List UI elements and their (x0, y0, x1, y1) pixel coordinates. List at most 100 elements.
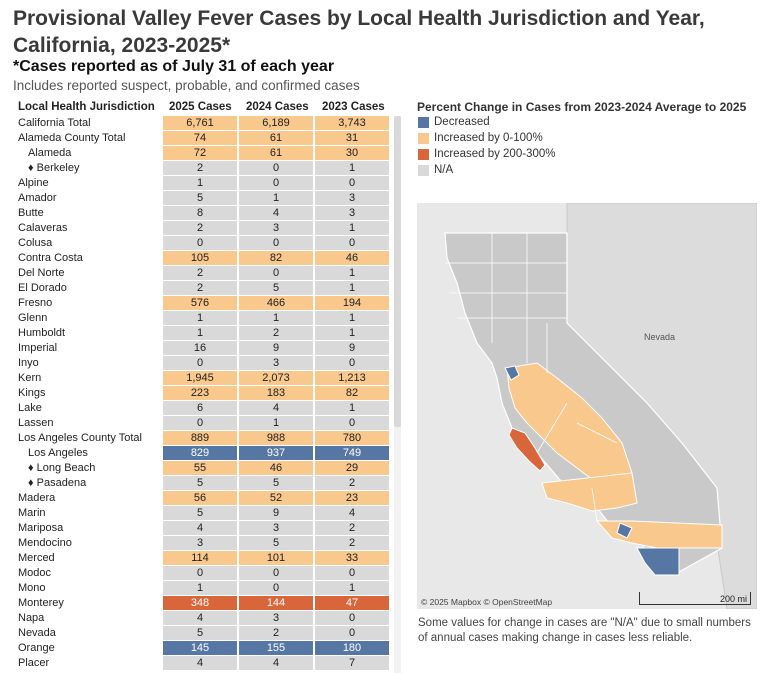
jurisdiction-name: Glenn (18, 312, 48, 324)
cases-2025-cell: 5 (163, 506, 237, 520)
legend-title: Percent Change in Cases from 2023-2024 A… (417, 100, 747, 114)
jurisdiction-name: ♦ Long Beach (28, 462, 96, 474)
legend-label: Decreased (434, 116, 490, 128)
table-row[interactable]: Modoc 0 0 0 (14, 566, 389, 580)
cases-2025-cell: 16 (163, 341, 237, 355)
jurisdiction-name: ♦ Berkeley (28, 162, 80, 174)
cases-2024-cell: 4 (239, 206, 313, 220)
jurisdiction-name: Butte (18, 207, 44, 219)
cases-2024-cell: 2 (239, 326, 313, 340)
cases-2025-cell: 8 (163, 206, 237, 220)
legend-item-increased-0-100[interactable]: Increased by 0-100% (417, 131, 746, 146)
table-row[interactable]: Monterey 348 144 47 (14, 596, 389, 610)
legend-item-na[interactable]: N/A (417, 163, 746, 178)
cases-2025-cell: 105 (163, 251, 237, 265)
jurisdiction-name: Calaveras (18, 222, 68, 234)
table-row[interactable]: Nevada 5 2 0 (14, 626, 389, 640)
page-title: Provisional Valley Fever Cases by Local … (13, 7, 705, 57)
county-borders (445, 233, 618, 522)
table-row[interactable]: El Dorado 2 5 1 (14, 281, 389, 295)
table-row[interactable]: Mendocino 3 5 2 (14, 536, 389, 550)
table-row[interactable]: California Total 6,761 6,189 3,743 (14, 116, 389, 130)
orange-county[interactable] (616, 522, 633, 539)
jurisdiction-name: Contra Costa (18, 252, 83, 264)
cases-2023-cell: 1,213 (315, 371, 389, 385)
cases-2023-cell: 9 (315, 341, 389, 355)
table-row[interactable]: Contra Costa 105 82 46 (14, 251, 389, 265)
legend-item-increased-200-300[interactable]: Increased by 200-300% (417, 147, 746, 162)
table-row[interactable]: Marin 5 9 4 (14, 506, 389, 520)
table-row[interactable]: Kern 1,945 2,073 1,213 (14, 371, 389, 385)
legend-item-decreased[interactable]: Decreased (417, 115, 746, 130)
scrollbar-thumb[interactable] (394, 116, 401, 427)
cases-2024-cell: 0 (239, 176, 313, 190)
cases-2023-cell: 1 (315, 221, 389, 235)
table-row[interactable]: Amador 5 1 3 (14, 191, 389, 205)
table-row[interactable]: Lake 6 4 1 (14, 401, 389, 415)
san-diego-county[interactable] (636, 547, 680, 576)
table-row[interactable]: Los Angeles County Total 889 988 780 (14, 431, 389, 445)
cases-2023-cell: 2 (315, 521, 389, 535)
cases-2023-cell: 23 (315, 491, 389, 505)
jurisdiction-name: Lake (18, 402, 42, 414)
legend-swatch-decreased (418, 117, 429, 128)
california-map[interactable]: Nevada © 2025 Mapbox © OpenStreetMap 200… (417, 203, 757, 609)
table-row[interactable]: Mariposa 4 3 2 (14, 521, 389, 535)
table-row[interactable]: Del Norte 2 0 1 (14, 266, 389, 280)
column-header-2025: 2025 Cases (169, 101, 232, 113)
table-row[interactable]: Imperial 16 9 9 (14, 341, 389, 355)
table-row[interactable]: Alameda 72 61 30 (14, 146, 389, 160)
jurisdiction-name: Mono (18, 582, 46, 594)
legend-label: Increased by 0-100% (434, 132, 543, 144)
table-row[interactable]: ♦ Pasadena 5 5 2 (14, 476, 389, 490)
cases-2025-cell: 6 (163, 401, 237, 415)
bay-area-decreased[interactable] (504, 365, 520, 381)
cases-2025-cell: 0 (163, 416, 237, 430)
table-row[interactable]: ♦ Berkeley 2 0 1 (14, 161, 389, 175)
cases-2024-cell: 1 (239, 191, 313, 205)
table-row[interactable]: Napa 4 3 0 (14, 611, 389, 625)
cases-2023-cell: 2 (315, 476, 389, 490)
jurisdiction-name: Alameda County Total (18, 132, 126, 144)
table-row[interactable]: Madera 56 52 23 (14, 491, 389, 505)
jurisdiction-name: Monterey (18, 597, 64, 609)
cases-2025-cell: 1 (163, 326, 237, 340)
table-row[interactable]: Colusa 0 0 0 (14, 236, 389, 250)
cases-2024-cell: 2,073 (239, 371, 313, 385)
map-attribution[interactable]: © 2025 Mapbox © OpenStreetMap (421, 597, 553, 607)
table-row[interactable]: ♦ Long Beach 55 46 29 (14, 461, 389, 475)
cases-2023-cell: 29 (315, 461, 389, 475)
table-row[interactable]: Merced 114 101 33 (14, 551, 389, 565)
table-row[interactable]: Kings 223 183 82 (14, 386, 389, 400)
table-row[interactable]: Los Angeles 829 937 749 (14, 446, 389, 460)
jurisdiction-name: Mariposa (18, 522, 64, 534)
table-row[interactable]: Alameda County Total 74 61 31 (14, 131, 389, 145)
cases-2024-cell: 61 (239, 131, 313, 145)
table-row[interactable]: Inyo 0 3 0 (14, 356, 389, 370)
cases-2024-cell: 9 (239, 341, 313, 355)
cases-2024-cell: 2 (239, 626, 313, 640)
legend: Percent Change in Cases from 2023-2024 A… (417, 100, 746, 178)
table-row[interactable]: Glenn 1 1 1 (14, 311, 389, 325)
cases-2024-cell: 4 (239, 656, 313, 670)
cases-2023-cell: 1 (315, 266, 389, 280)
table-row[interactable]: Fresno 576 466 194 (14, 296, 389, 310)
table-row[interactable]: Humboldt 1 2 1 (14, 326, 389, 340)
cases-2024-cell: 0 (239, 236, 313, 250)
cases-2023-cell: 1 (315, 161, 389, 175)
table-row[interactable]: Orange 145 155 180 (14, 641, 389, 655)
table-row[interactable]: Lassen 0 1 0 (14, 416, 389, 430)
cases-2023-cell: 3 (315, 191, 389, 205)
cases-2025-cell: 5 (163, 191, 237, 205)
kern-la-increased[interactable] (541, 472, 638, 512)
cases-2024-cell: 52 (239, 491, 313, 505)
cases-2023-cell: 7 (315, 656, 389, 670)
table-row[interactable]: Alpine 1 0 0 (14, 176, 389, 190)
table-row[interactable]: Butte 8 4 3 (14, 206, 389, 220)
cases-2025-cell: 72 (163, 146, 237, 160)
monterey-county[interactable] (508, 427, 546, 472)
table-row[interactable]: Mono 1 0 1 (14, 581, 389, 595)
table-row[interactable]: Calaveras 2 3 1 (14, 221, 389, 235)
table-row[interactable]: Placer 4 4 7 (14, 656, 389, 670)
cases-2024-cell: 466 (239, 296, 313, 310)
